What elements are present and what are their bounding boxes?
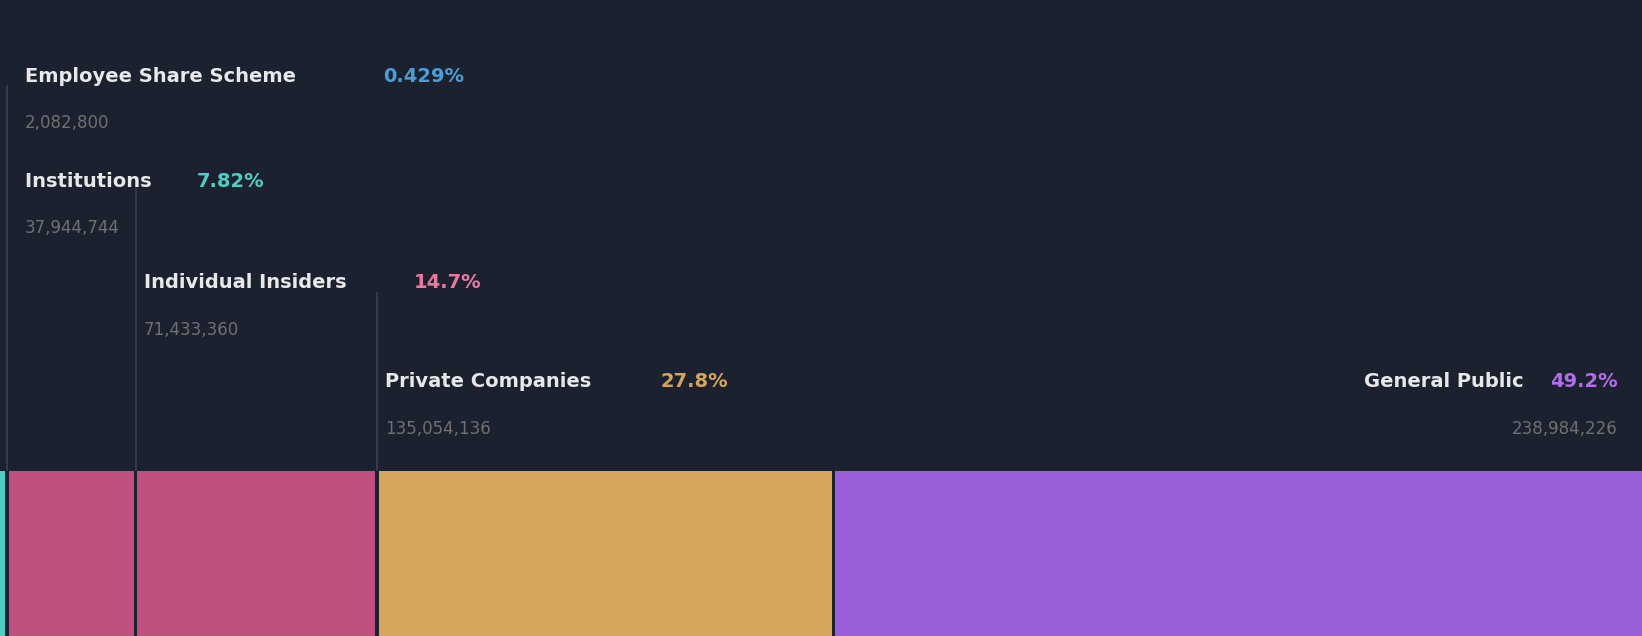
Text: Institutions: Institutions: [25, 172, 158, 191]
Text: 135,054,136: 135,054,136: [386, 420, 491, 438]
Text: 7.82%: 7.82%: [197, 172, 264, 191]
Text: Employee Share Scheme: Employee Share Scheme: [25, 67, 302, 86]
Text: 0.429%: 0.429%: [383, 67, 465, 86]
Text: 71,433,360: 71,433,360: [144, 321, 240, 339]
Text: 37,944,744: 37,944,744: [25, 219, 120, 237]
Bar: [8, 471, 135, 636]
Bar: [0, 471, 5, 636]
Text: 14.7%: 14.7%: [414, 273, 481, 293]
Text: Private Companies: Private Companies: [386, 372, 598, 391]
Bar: [836, 471, 1642, 636]
Text: 49.2%: 49.2%: [1550, 372, 1617, 391]
Text: 27.8%: 27.8%: [660, 372, 727, 391]
Text: 2,082,800: 2,082,800: [25, 114, 108, 132]
Text: Individual Insiders: Individual Insiders: [144, 273, 353, 293]
Bar: [138, 471, 376, 636]
Text: 238,984,226: 238,984,226: [1512, 420, 1617, 438]
Bar: [379, 471, 832, 636]
Text: General Public: General Public: [1365, 372, 1530, 391]
